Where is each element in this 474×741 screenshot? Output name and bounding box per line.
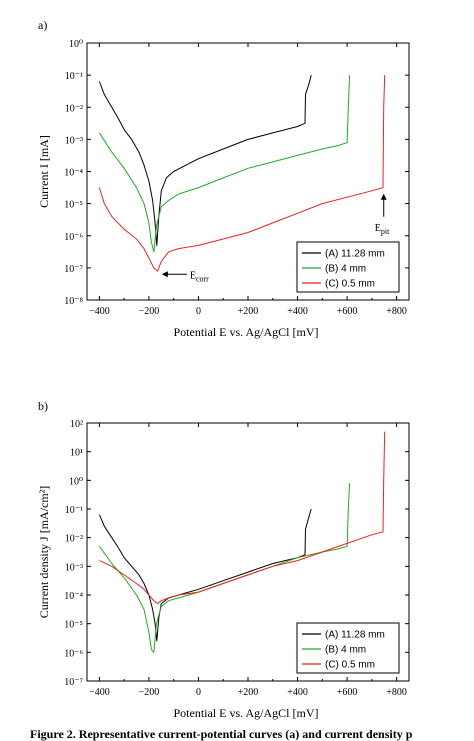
epit-label: Epit <box>375 223 390 236</box>
x-tick-label: +600 <box>337 306 358 317</box>
y-tick-label: 10⁻⁵ <box>64 620 83 631</box>
legend-entry: (B) 4 mm <box>325 264 366 275</box>
panel-a-legend: (A) 11.28 mm (B) 4 mm (C) 0.5 mm <box>296 241 400 293</box>
panel-a-x-axis-title: Potential E vs. Ag/AgCl [mV] <box>174 325 319 339</box>
y-tick-label: 10² <box>70 419 83 430</box>
series-line-0 <box>98 508 312 642</box>
series-line-1 <box>98 75 351 253</box>
epit-arrow-head <box>380 193 387 200</box>
panel-b-legend: (A) 11.28 mm (B) 4 mm (C) 0.5 mm <box>296 622 400 674</box>
panel-b-ticks: −400 −200 0 +200 +400 +600 +800 10² 10¹ 10⁰ 10⁻¹ 10… <box>64 419 409 698</box>
ecorr-arrow-head <box>161 271 168 278</box>
panel-b: b) Current density J [mA/cm²] Potential … <box>37 399 410 720</box>
y-tick-label: 10⁰ <box>69 476 83 487</box>
legend-entry: (A) 11.28 mm <box>325 249 385 260</box>
x-tick-label: −400 <box>89 687 110 698</box>
series-line-2 <box>99 431 386 605</box>
legend-box <box>296 241 400 293</box>
y-tick-label: 10⁻³ <box>65 135 83 146</box>
panel-a: a) Current I [mA] Potential E vs. Ag/AgC… <box>37 18 410 339</box>
legend-box <box>296 622 400 674</box>
x-tick-label: +200 <box>238 306 259 317</box>
y-tick-label: 10⁻⁶ <box>64 232 83 243</box>
series-line-1 <box>98 483 351 653</box>
panel-a-letter: a) <box>38 18 47 32</box>
x-tick-label: −400 <box>89 306 110 317</box>
panel-a-y-axis-title: Current I [mA] <box>37 135 51 208</box>
y-tick-label: 10⁻² <box>65 534 83 545</box>
panel-a-ticks: −400 −200 0 +200 +400 +600 +800 10⁰ 10⁻¹ 10⁻² 10⁻³… <box>64 39 409 317</box>
y-tick-label: 10⁻⁴ <box>64 168 83 179</box>
y-tick-label: 10⁻³ <box>65 562 83 573</box>
legend-entry: (C) 0.5 mm <box>325 279 375 290</box>
y-tick-label: 10⁻⁷ <box>64 264 83 275</box>
x-tick-label: +800 <box>386 306 407 317</box>
y-tick-label: 10⁻¹ <box>65 505 83 516</box>
x-tick-label: +400 <box>287 306 308 317</box>
panel-b-letter: b) <box>38 399 48 413</box>
y-tick-label: 10⁻⁶ <box>64 648 83 659</box>
legend-entry: (B) 4 mm <box>325 645 366 656</box>
x-tick-label: +200 <box>238 687 259 698</box>
y-tick-label: 10⁻⁷ <box>64 677 83 688</box>
legend-entry: (A) 11.28 mm <box>325 630 385 641</box>
figure-caption: Figure 2. Representative current-potenti… <box>30 727 413 741</box>
panel-b-series <box>98 431 386 653</box>
x-tick-label: 0 <box>196 687 201 698</box>
x-tick-label: −200 <box>139 306 160 317</box>
panel-b-x-axis-title: Potential E vs. Ag/AgCl [mV] <box>174 706 319 720</box>
x-tick-label: 0 <box>196 306 201 317</box>
y-tick-label: 10⁻⁸ <box>64 296 83 307</box>
ecorr-label: Ecorr <box>190 270 209 283</box>
y-tick-label: 10¹ <box>70 448 83 459</box>
x-tick-label: +400 <box>287 687 308 698</box>
series-line-0 <box>98 74 312 246</box>
y-tick-label: 10⁻⁴ <box>64 591 83 602</box>
panel-b-y-axis-title: Current density J [mA/cm²] <box>37 486 51 619</box>
x-tick-label: +600 <box>337 687 358 698</box>
y-tick-label: 10⁰ <box>69 39 83 50</box>
y-tick-label: 10⁻⁵ <box>64 200 83 211</box>
y-tick-label: 10⁻² <box>65 103 83 114</box>
x-tick-label: +800 <box>386 687 407 698</box>
x-tick-label: −200 <box>139 687 160 698</box>
panel-a-series <box>98 74 386 272</box>
legend-entry: (C) 0.5 mm <box>325 660 375 671</box>
series-line-2 <box>98 75 386 272</box>
y-tick-label: 10⁻¹ <box>65 71 83 82</box>
panel-a-annotations: Ecorr Epit <box>161 193 390 283</box>
